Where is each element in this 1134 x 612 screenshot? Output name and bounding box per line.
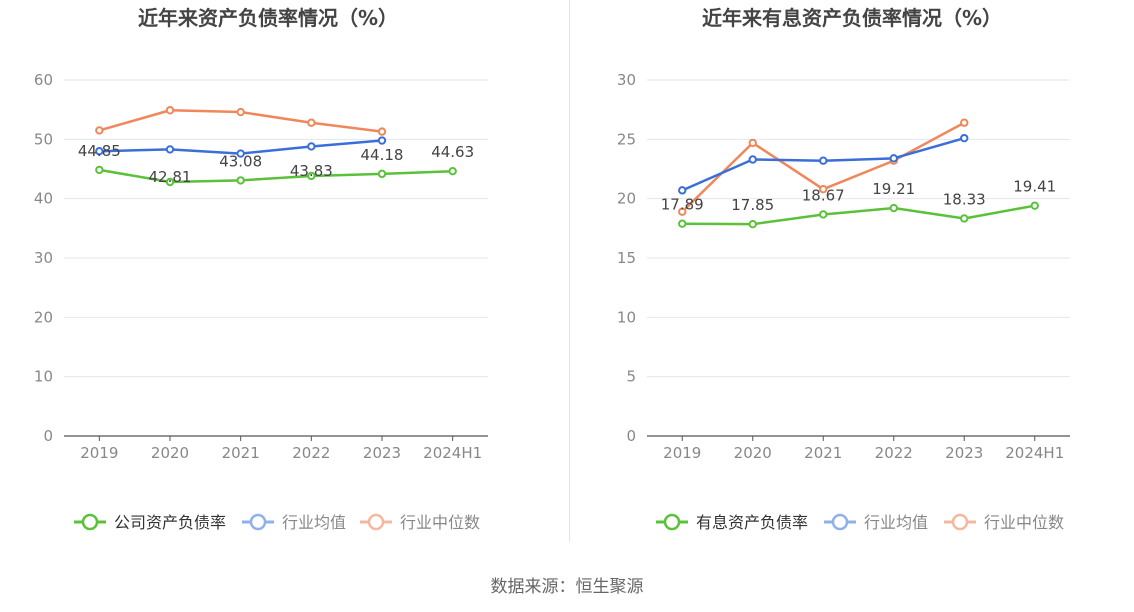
legend-swatch-marker	[367, 513, 385, 531]
y-tick-label: 40	[34, 190, 53, 208]
y-tick-label: 50	[34, 130, 53, 148]
x-tick-label: 2022	[292, 444, 330, 462]
series-line	[99, 168, 453, 184]
x-tick-label: 2020	[734, 444, 772, 462]
data-point	[960, 118, 969, 127]
data-label: 44.18	[361, 146, 404, 164]
data-label: 19.21	[872, 180, 915, 198]
data-point	[165, 106, 175, 115]
y-tick-label: 10	[617, 308, 636, 326]
data-point	[377, 136, 387, 145]
x-tick-label: 2022	[875, 444, 913, 462]
series-line	[682, 204, 1035, 226]
legend-swatch-marker	[249, 513, 267, 531]
data-point	[960, 214, 969, 223]
y-tick-label: 30	[34, 249, 53, 267]
legend-label: 有息资产负债率	[696, 513, 808, 532]
data-point	[307, 171, 316, 181]
data-point	[889, 203, 898, 213]
data-label: 42.81	[149, 168, 192, 186]
y-tick-label: 20	[617, 190, 636, 208]
x-tick-label: 2020	[151, 444, 189, 462]
data-point	[678, 186, 687, 195]
data-point	[748, 155, 757, 164]
y-tick-label: 5	[626, 368, 636, 386]
legend-swatch-marker	[951, 513, 969, 531]
legend-label: 行业均值	[282, 513, 346, 532]
x-tick-label: 2023	[363, 444, 401, 462]
legend-swatch-marker	[81, 513, 99, 531]
data-point	[960, 133, 969, 143]
y-tick-label: 0	[43, 427, 53, 445]
x-tick-label: 2019	[80, 444, 118, 462]
data-point	[236, 149, 245, 158]
data-point	[889, 154, 898, 163]
data-label: 44.85	[78, 142, 121, 160]
data-point	[448, 166, 457, 176]
x-tick-label: 2024H1	[1005, 444, 1064, 462]
data-point	[236, 107, 245, 117]
legend-swatch-marker	[663, 513, 681, 531]
data-source-note: 数据来源：恒生聚源	[490, 577, 644, 597]
legend-label: 行业中位数	[984, 513, 1064, 532]
chart-title: 近年来有息资产负债率情况（%）	[702, 6, 1002, 30]
data-point	[95, 126, 104, 135]
legend-label: 公司资产负债率	[114, 513, 226, 532]
legend-label: 行业中位数	[400, 513, 480, 532]
data-point	[165, 145, 175, 154]
data-point	[95, 165, 104, 175]
data-point	[95, 147, 104, 156]
data-point	[236, 176, 245, 185]
x-tick-label: 2024H1	[423, 444, 482, 462]
x-tick-label: 2021	[222, 444, 260, 462]
data-label: 19.41	[1013, 178, 1056, 196]
x-tick-label: 2021	[804, 444, 842, 462]
data-label: 44.63	[431, 143, 474, 161]
x-tick-label: 2019	[663, 444, 701, 462]
data-label: 43.83	[290, 162, 333, 180]
data-point	[307, 118, 316, 127]
data-point	[819, 184, 828, 194]
y-tick-label: 30	[617, 71, 636, 89]
y-tick-label: 0	[626, 427, 636, 445]
data-point	[678, 219, 687, 228]
data-point	[1030, 201, 1039, 210]
data-point	[748, 138, 757, 148]
x-tick-label: 2023	[945, 444, 983, 462]
legend-label: 行业均值	[864, 513, 928, 532]
data-point	[819, 210, 828, 219]
data-point	[678, 207, 687, 216]
y-tick-label: 15	[617, 249, 636, 267]
data-label: 43.08	[219, 152, 262, 170]
data-point	[819, 156, 828, 165]
data-point	[165, 177, 175, 187]
data-label: 17.89	[661, 196, 704, 214]
legend-swatch-marker	[831, 513, 849, 531]
data-point	[748, 219, 757, 229]
data-label: 17.85	[731, 196, 774, 214]
data-label: 18.33	[943, 190, 986, 208]
data-point	[307, 142, 316, 151]
chart-title: 近年来资产负债率情况（%）	[138, 6, 398, 30]
data-label: 18.67	[802, 186, 845, 204]
y-tick-label: 20	[34, 308, 53, 326]
panel-divider	[569, 0, 570, 542]
y-tick-label: 25	[617, 130, 636, 148]
data-point	[377, 127, 387, 136]
data-point	[377, 169, 387, 179]
y-tick-label: 60	[34, 71, 53, 89]
y-tick-label: 10	[34, 368, 53, 386]
